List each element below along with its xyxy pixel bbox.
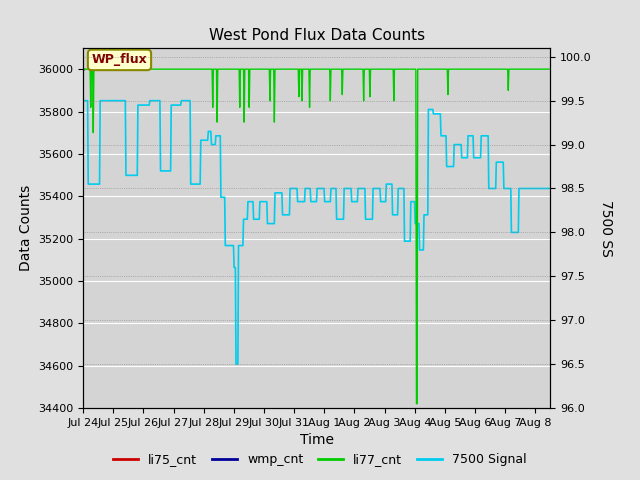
Legend: li75_cnt, wmp_cnt, li77_cnt, 7500 Signal: li75_cnt, wmp_cnt, li77_cnt, 7500 Signal [108, 448, 532, 471]
X-axis label: Time: Time [300, 433, 334, 447]
Y-axis label: 7500 SS: 7500 SS [598, 200, 612, 256]
Title: West Pond Flux Data Counts: West Pond Flux Data Counts [209, 28, 425, 43]
Y-axis label: Data Counts: Data Counts [19, 185, 33, 271]
Text: WP_flux: WP_flux [92, 53, 147, 66]
